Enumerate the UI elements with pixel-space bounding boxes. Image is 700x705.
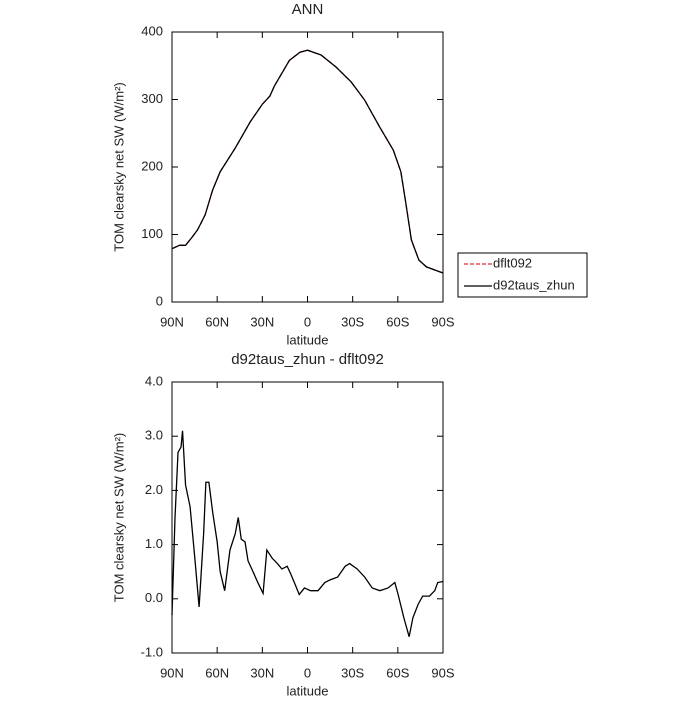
x-tick-label: 30S [341, 665, 364, 680]
x-axis-label: latitude [287, 332, 329, 347]
x-tick-label: 30N [250, 314, 274, 329]
y-tick-label: 2.0 [145, 482, 163, 497]
x-tick-label: 90S [431, 314, 454, 329]
y-tick-label: 0.0 [145, 590, 163, 605]
x-axis-label: latitude [287, 683, 329, 698]
x-tick-label: 30N [250, 665, 274, 680]
x-tick-label: 0 [304, 314, 311, 329]
x-tick-label: 30S [341, 314, 364, 329]
y-tick-label: 3.0 [145, 428, 163, 443]
y-tick-label: -1.0 [141, 644, 163, 659]
plot-frame [171, 381, 444, 654]
y-axis-label: TOM clearsky net SW (W/m²) [111, 82, 126, 251]
x-tick-label: 90N [160, 665, 184, 680]
legend-label: dflt092 [493, 255, 532, 270]
legend-label: d92taus_zhun [493, 277, 575, 292]
line-series [171, 49, 444, 274]
plot-frame [171, 31, 444, 303]
y-tick-label: 100 [141, 226, 163, 241]
y-tick-label: 0 [156, 293, 163, 308]
y-tick-label: 4.0 [145, 373, 163, 388]
y-tick-label: 400 [141, 23, 163, 38]
x-tick-label: 60N [205, 665, 229, 680]
y-tick-label: 300 [141, 91, 163, 106]
x-tick-label: 60S [386, 314, 409, 329]
y-tick-label: 200 [141, 158, 163, 173]
x-tick-label: 0 [304, 665, 311, 680]
legend-box [457, 252, 588, 298]
x-tick-label: 60S [386, 665, 409, 680]
chart-title: ANN [292, 1, 324, 18]
line-series [171, 49, 444, 274]
chart-title: d92taus_zhun - dflt092 [231, 351, 384, 368]
y-tick-label: 1.0 [145, 536, 163, 551]
y-axis-label: TOM clearsky net SW (W/m²) [111, 433, 126, 602]
x-tick-label: 60N [205, 314, 229, 329]
x-tick-label: 90N [160, 314, 184, 329]
line-series [171, 430, 444, 637]
x-tick-label: 90S [431, 665, 454, 680]
